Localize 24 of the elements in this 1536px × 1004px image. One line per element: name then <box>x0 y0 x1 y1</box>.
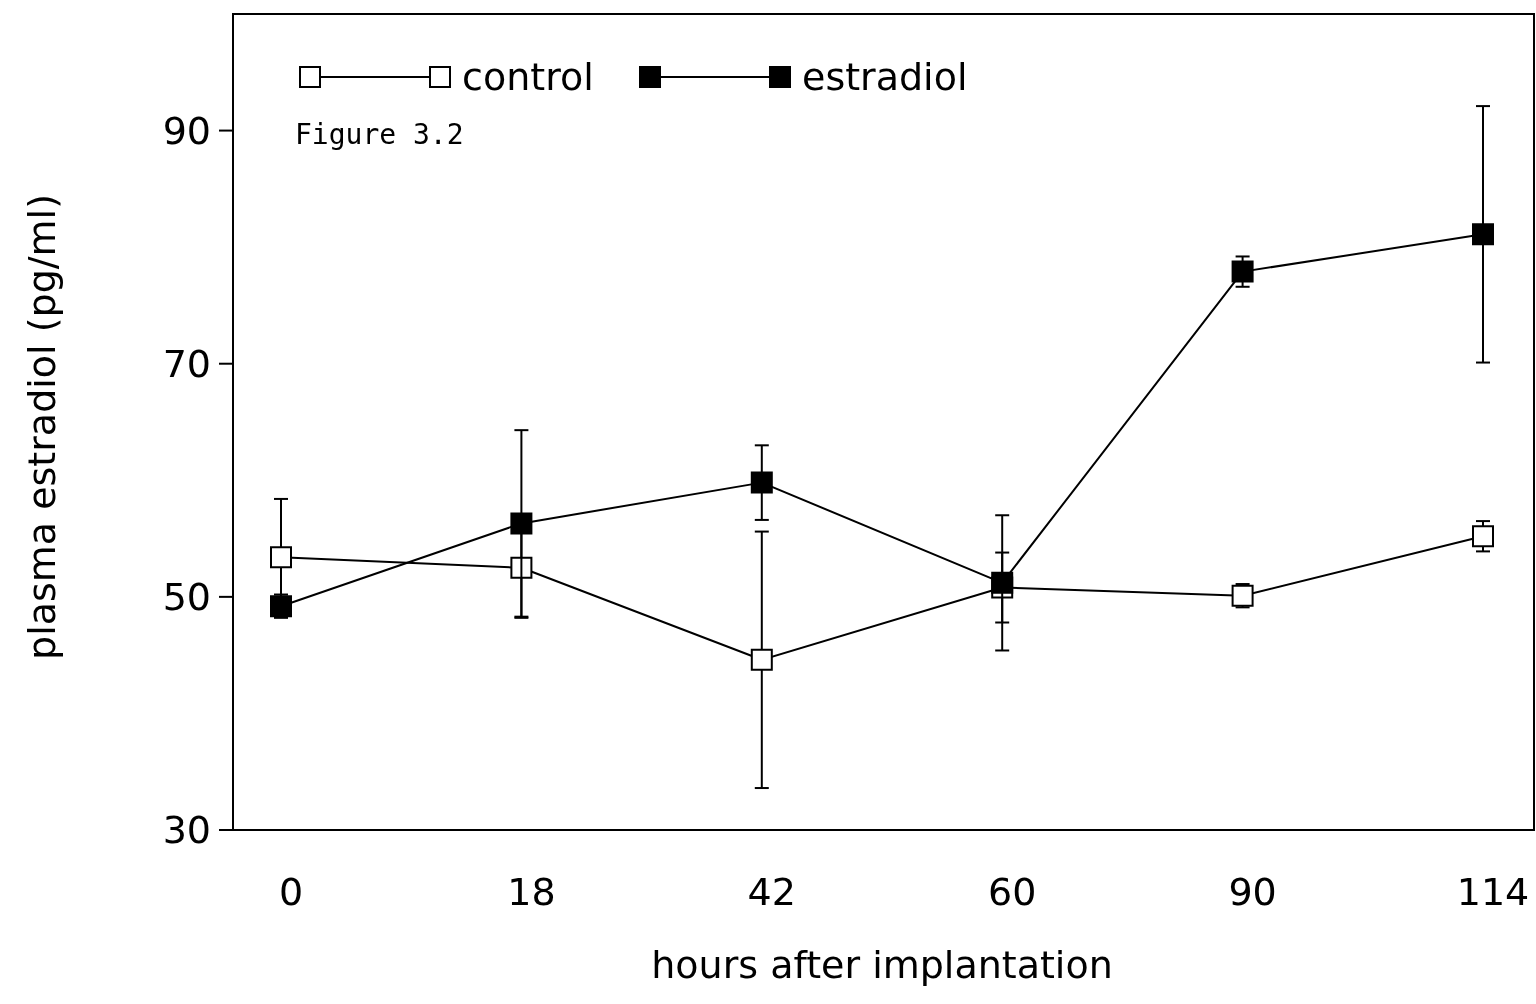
x-tick-label: 0 <box>278 870 304 915</box>
point <box>270 546 292 569</box>
y-axis-title: plasma estradiol (pg/ml) <box>20 194 64 660</box>
y-tick-label: 90 <box>162 108 211 153</box>
legend-label: estradiol <box>802 55 968 100</box>
x-tick-label: 114 <box>1456 870 1530 915</box>
point <box>1472 525 1494 548</box>
x-tick-label: 90 <box>1228 870 1277 915</box>
point <box>750 648 773 671</box>
y-tick-label: 70 <box>162 342 211 387</box>
x-tick-label: 18 <box>507 870 556 915</box>
point <box>510 556 533 579</box>
y-tick-label: 50 <box>162 575 211 620</box>
legend-label: control <box>462 55 594 100</box>
point <box>991 571 1014 594</box>
point <box>510 512 533 535</box>
annotation: Figure 3.2 <box>295 118 464 151</box>
point <box>1231 260 1254 283</box>
x-axis-title: hours after implantation <box>651 943 1113 987</box>
x-tick-label: 60 <box>988 870 1037 915</box>
point <box>750 471 773 494</box>
x-tick-label: 42 <box>747 870 796 915</box>
y-tick-label: 30 <box>162 808 211 853</box>
point <box>1472 223 1494 246</box>
